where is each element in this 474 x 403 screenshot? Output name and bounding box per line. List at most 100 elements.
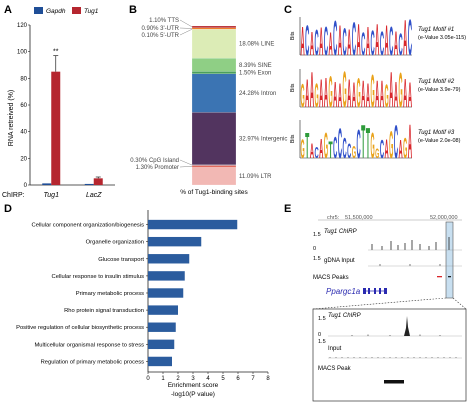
scale-bottom-1: 0 <box>313 246 316 252</box>
b-segment-label: 1.30% Promoter <box>136 165 179 171</box>
panel-letter-b: B <box>129 4 137 16</box>
c-logo-bits-label: Bits <box>290 134 296 143</box>
legend-label-gapdh: Gapdh <box>46 8 66 15</box>
c-logo-letter: C <box>343 133 347 165</box>
b-segment-promoter <box>191 165 237 168</box>
legend-swatch-tug1 <box>72 7 81 14</box>
c-logo-letter: A <box>408 115 412 169</box>
d-xtick-label: 7 <box>251 376 255 382</box>
c-logo-letter: A <box>338 77 342 115</box>
panel-e-browser: chr5: 51,500,000 52,000,000 Tug1 ChIRP 1… <box>312 215 467 402</box>
coord-right: 52,000,000 <box>430 215 458 221</box>
c-logo-letter: A <box>380 74 384 116</box>
b-segment-line <box>191 29 237 59</box>
b-x-axis-label: % of Tug1-binding sites <box>180 189 248 196</box>
b-segment-label: 8.39% SINE <box>239 63 272 69</box>
d-category-label: Cellular response to insulin stimulus <box>52 274 145 280</box>
c-logo-letter: C <box>399 26 403 62</box>
c-logo-letter: A <box>310 61 314 118</box>
c-logo-letter: A <box>366 18 370 64</box>
b-segment-tts <box>191 25 237 28</box>
d-category-label: Cellular component organization/biogenes… <box>32 223 145 229</box>
track-chirp-label: Tug1 ChIRP <box>324 229 357 235</box>
b-segment-label: 0.90% 3'-UTR <box>142 26 180 32</box>
c-logo-letter: A <box>385 134 389 164</box>
c-logo-letter: A <box>319 20 323 64</box>
c-motif-title: Tug1 Motif #2 <box>418 79 455 85</box>
panel-d-chart: 0 1 2 3 4 5 6 7 8 Cellular component organization… <box>16 210 270 398</box>
c-logo-letter: G <box>403 133 407 165</box>
d-xtick-label: 2 <box>176 376 180 382</box>
b-segment-label: 0.10% 5'-UTR <box>142 33 180 39</box>
d-bar <box>148 305 178 315</box>
d-category-label: Rho protein signal transduction <box>64 308 144 314</box>
b-leader-line <box>179 166 193 168</box>
gene-exon <box>368 288 370 294</box>
b-segment-label: 0.30% CpG Island <box>130 158 179 164</box>
a-ytick-label: 80 <box>20 76 27 82</box>
a-category-label: Tug1 <box>44 192 60 199</box>
chirp-label: ChIRP: <box>2 192 25 199</box>
d-category-label: Organelle organization <box>86 240 144 246</box>
c-motif-evalue: (e-Value 3.05e-115) <box>418 35 466 41</box>
c-logo-letter: A <box>375 16 379 65</box>
c-logo-letter: A <box>403 70 407 116</box>
c-logo-letter: G <box>371 126 375 166</box>
b-leader-line <box>179 29 193 36</box>
a-significance: ** <box>53 49 59 56</box>
zoom-line-right <box>452 297 467 310</box>
c-logo-letter: G <box>399 64 403 118</box>
zoom-scale-top: 1.5 <box>318 316 326 322</box>
zoom-scale-bottom: 0 <box>318 332 321 338</box>
b-segment-label: 1.50% Exon <box>239 71 271 77</box>
c-logo-letter: A <box>389 62 393 118</box>
c-logo-letter: C <box>380 25 384 63</box>
b-segment-sine <box>191 57 237 72</box>
b-segment-ltr <box>191 167 237 186</box>
d-category-label: Glucose transport <box>98 257 144 263</box>
a-category-label: LacZ <box>86 192 102 199</box>
d-bar <box>148 236 202 247</box>
a-ytick-label: 60 <box>20 103 27 109</box>
c-logo-letter: C <box>347 139 351 163</box>
d-bar <box>148 339 175 350</box>
zoom-macs-peak <box>384 380 404 384</box>
zoom-scale-input: 1.5 <box>318 339 326 345</box>
c-motif-evalue: (e-Value 2.0e-08) <box>418 138 461 144</box>
gene-exon <box>379 288 381 294</box>
c-logo-letter: G <box>301 78 305 115</box>
c-logo-letter: G <box>357 69 361 116</box>
zoom-macs-label: MACS Peak <box>318 366 352 372</box>
c-logo-bits-label: Bits <box>290 31 296 40</box>
b-segment-3-utr <box>191 27 237 30</box>
c-logo-letter: C <box>305 17 309 64</box>
c-logo-letter: C <box>333 131 337 165</box>
c-logo-letter: A <box>338 17 342 65</box>
c-logo-letter: G <box>389 123 393 167</box>
b-segment-label: 11.09% LTR <box>239 174 272 180</box>
b-segment-intergenic <box>191 112 237 165</box>
c-logo-letter: C <box>408 9 412 66</box>
panel-letter-c: C <box>284 4 292 16</box>
legend-label-tug1: Tug1 <box>84 8 99 15</box>
c-logo-letter: G <box>352 142 356 162</box>
b-leader-line <box>179 19 193 28</box>
zoom-box <box>312 308 467 402</box>
d-xtick-label: 0 <box>146 376 150 382</box>
c-logo-letter: C <box>343 21 347 64</box>
c-logo-letter: A <box>366 77 370 115</box>
b-segment-intron <box>191 73 237 113</box>
c-motif-title: Tug1 Motif #3 <box>418 130 455 136</box>
c-logo-letter: A <box>394 75 398 115</box>
c-logo-letter: C <box>315 23 319 63</box>
d-xtick-label: 4 <box>206 376 210 382</box>
d-bar <box>148 322 176 332</box>
c-logo-letter: C <box>380 136 384 164</box>
panel-c-motifs: Bits A C A C A C A C A C A C A C A C A C A C A C A C Tug1 Motif #… <box>290 9 466 169</box>
b-segment-label: 18.08% LINE <box>239 42 274 48</box>
c-logo-letter: T <box>366 119 370 168</box>
a-ytick-label: 100 <box>17 50 28 56</box>
panel-letter-d: D <box>4 203 12 215</box>
c-logo-letter: A <box>324 69 328 116</box>
